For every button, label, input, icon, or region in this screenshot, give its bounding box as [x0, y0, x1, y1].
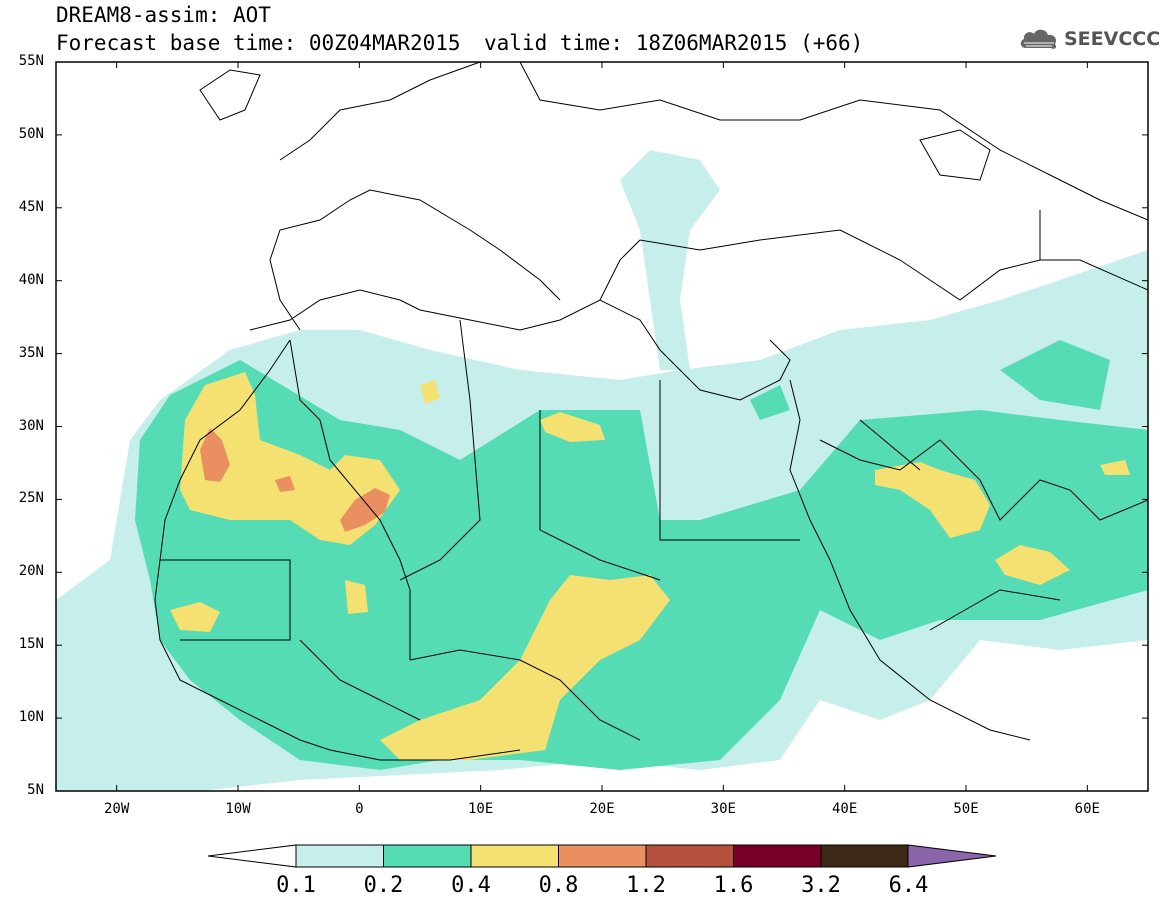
colorbar-level-label: 0.1 — [276, 873, 316, 898]
lon-label: 0 — [355, 801, 364, 817]
country-borders — [160, 210, 1061, 741]
lat-label: 35N — [18, 344, 44, 361]
lat-label: 40N — [18, 271, 44, 288]
cloud-icon — [1020, 29, 1057, 49]
colorbar-box — [820, 844, 909, 868]
colorbar-level-label: 1.2 — [626, 873, 666, 898]
colorbar-box — [470, 844, 559, 868]
colorbar — [207, 844, 997, 868]
colorbar-level-label: 6.4 — [888, 873, 929, 898]
colorbar-box — [383, 844, 472, 868]
aot-band-high — [170, 372, 1130, 760]
lon-label: 30E — [710, 801, 736, 817]
lon-label: 60E — [1074, 801, 1100, 817]
axis-ticks — [56, 61, 1148, 792]
lat-label: 10N — [18, 709, 44, 726]
lon-label: 20E — [589, 801, 615, 817]
lon-label: 20W — [104, 801, 130, 817]
colorbar-box — [558, 844, 647, 868]
seevccc-logo: SEEVCCC — [1018, 24, 1160, 54]
lon-label: 10E — [468, 801, 494, 817]
colorbar-box — [733, 844, 822, 868]
lat-label: 50N — [18, 125, 44, 142]
colorbar-box — [295, 844, 384, 868]
lat-label: 5N — [27, 782, 44, 798]
lat-label: 45N — [18, 198, 44, 215]
lon-label: 50E — [953, 801, 979, 817]
valid-time: valid time: 18Z06MAR2015 (+66) — [484, 31, 864, 55]
lon-label: 40E — [832, 801, 858, 817]
lat-label: 15N — [18, 636, 44, 653]
aot-band-very-high — [200, 428, 390, 532]
colorbar-level-label: 0.8 — [538, 873, 579, 898]
model-title: DREAM8-assim: AOT — [56, 3, 271, 27]
coastlines — [154, 62, 1148, 761]
colorbar-level-label: 3.2 — [801, 873, 841, 898]
base-time: Forecast base time: 00Z04MAR2015 — [56, 31, 461, 55]
colorbar-over-arrow — [907, 844, 997, 868]
lat-label: 20N — [18, 563, 44, 580]
colorbar-box — [645, 844, 734, 868]
colorbar-level-label: 0.2 — [363, 873, 404, 898]
colorbar-under-arrow — [207, 844, 297, 868]
logo-text: SEEVCCC — [1064, 28, 1161, 50]
lon-label: 10W — [225, 801, 251, 817]
aot-band-medium — [135, 340, 1148, 770]
colorbar-level-label: 0.4 — [451, 873, 491, 898]
lat-label: 30N — [18, 417, 44, 434]
colorbar-level-label: 1.6 — [713, 873, 754, 898]
lat-label: 55N — [18, 53, 44, 69]
lat-label: 25N — [18, 490, 44, 507]
